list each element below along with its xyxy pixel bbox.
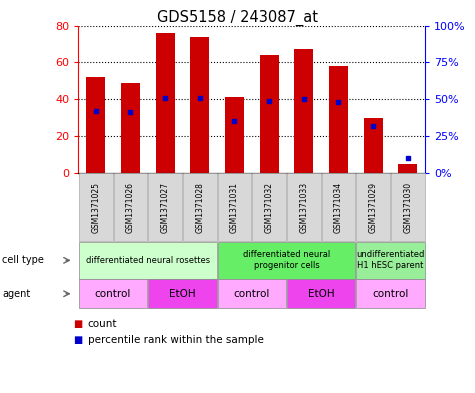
Bar [398,164,418,173]
Text: GDS5158 / 243087_at: GDS5158 / 243087_at [157,10,318,26]
Text: GSM1371034: GSM1371034 [334,182,343,233]
Bar [121,83,140,173]
Text: GSM1371025: GSM1371025 [91,182,100,233]
Text: GSM1371032: GSM1371032 [265,182,274,233]
Text: control: control [95,289,131,299]
Text: EtOH: EtOH [308,289,334,299]
Text: GSM1371028: GSM1371028 [195,182,204,233]
Bar [329,66,348,173]
Text: GSM1371027: GSM1371027 [161,182,170,233]
Bar [225,97,244,173]
Text: EtOH: EtOH [169,289,196,299]
Text: control: control [234,289,270,299]
Text: GSM1371033: GSM1371033 [299,182,308,233]
Bar [155,33,175,173]
Bar [363,118,383,173]
Text: ■: ■ [74,319,83,329]
Text: GSM1371031: GSM1371031 [230,182,239,233]
Text: agent: agent [2,289,30,299]
Text: undifferentiated
H1 hESC parent: undifferentiated H1 hESC parent [356,250,425,270]
Text: GSM1371026: GSM1371026 [126,182,135,233]
Text: ■: ■ [74,335,83,345]
Text: GSM1371029: GSM1371029 [369,182,378,233]
Bar [190,37,209,173]
Text: GSM1371030: GSM1371030 [403,182,412,233]
Text: differentiated neural rosettes: differentiated neural rosettes [86,256,210,265]
Text: cell type: cell type [2,255,44,265]
Bar [259,55,279,173]
Text: control: control [372,289,408,299]
Text: differentiated neural
progenitor cells: differentiated neural progenitor cells [243,250,330,270]
Bar [86,77,105,173]
Bar [294,50,314,173]
Text: count: count [88,319,117,329]
Text: percentile rank within the sample: percentile rank within the sample [88,335,264,345]
